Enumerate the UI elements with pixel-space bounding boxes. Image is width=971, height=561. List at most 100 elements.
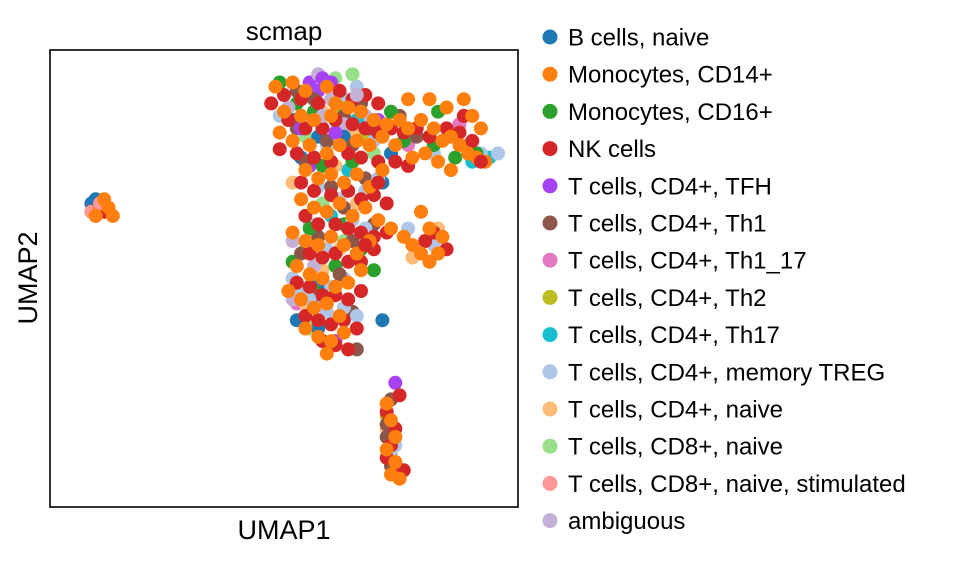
x-axis-label: UMAP1 bbox=[237, 515, 330, 545]
data-point bbox=[289, 146, 304, 161]
data-point bbox=[341, 100, 356, 115]
data-point bbox=[426, 121, 441, 136]
scatter-points bbox=[84, 67, 505, 486]
data-point bbox=[345, 67, 360, 82]
data-point bbox=[345, 208, 360, 223]
data-point bbox=[341, 221, 356, 236]
data-point bbox=[388, 455, 403, 469]
data-point bbox=[298, 163, 313, 178]
data-point bbox=[443, 129, 458, 144]
data-point bbox=[311, 313, 326, 328]
data-point bbox=[294, 175, 309, 190]
data-point bbox=[491, 146, 505, 161]
legend-marker bbox=[542, 141, 558, 157]
data-point bbox=[272, 125, 287, 140]
data-point bbox=[336, 175, 351, 190]
legend-label: T cells, CD4+, Th17 bbox=[568, 322, 780, 349]
legend-marker bbox=[542, 215, 558, 231]
legend-entry: T cells, CD4+, Th1_17 bbox=[542, 248, 807, 275]
data-point bbox=[319, 204, 334, 219]
data-point bbox=[473, 154, 488, 169]
legend-marker bbox=[542, 103, 558, 119]
data-point bbox=[354, 225, 368, 240]
legend-marker bbox=[542, 29, 558, 45]
data-point bbox=[328, 217, 343, 232]
data-point bbox=[319, 146, 334, 161]
legend: B cells, naive Monocytes, CD14+ Monocytes,… bbox=[542, 25, 906, 535]
data-point bbox=[388, 138, 403, 153]
axes-frame bbox=[49, 49, 519, 508]
data-point bbox=[88, 208, 103, 223]
legend-label: T cells, CD4+, Th1_17 bbox=[568, 248, 807, 275]
data-point bbox=[319, 346, 334, 361]
data-point bbox=[473, 121, 488, 136]
data-point bbox=[379, 196, 394, 211]
data-point bbox=[418, 146, 433, 161]
data-point bbox=[332, 138, 347, 153]
data-point bbox=[392, 388, 407, 403]
data-point bbox=[401, 92, 416, 107]
data-point bbox=[341, 342, 356, 357]
data-point bbox=[349, 309, 364, 323]
data-point bbox=[349, 167, 364, 182]
legend-entry: T cells, CD8+, naive bbox=[542, 434, 783, 461]
data-point bbox=[354, 104, 368, 119]
data-point bbox=[328, 96, 343, 111]
data-point bbox=[315, 121, 330, 136]
data-point bbox=[311, 329, 326, 344]
data-point bbox=[371, 213, 386, 228]
data-point bbox=[354, 263, 368, 278]
data-point bbox=[405, 150, 420, 165]
legend-marker bbox=[542, 438, 558, 454]
data-point bbox=[379, 117, 394, 132]
data-point bbox=[324, 334, 339, 349]
legend-entry: NK cells bbox=[542, 136, 656, 163]
data-point bbox=[396, 229, 411, 244]
legend-label: T cells, CD4+, naive bbox=[568, 397, 783, 424]
legend-label: T cells, CD8+, naive bbox=[568, 434, 783, 461]
data-point bbox=[277, 104, 291, 119]
legend-entry: T cells, CD8+, naive, stimulated bbox=[542, 471, 906, 498]
data-point bbox=[341, 254, 356, 269]
data-point bbox=[281, 284, 296, 298]
data-point bbox=[375, 129, 390, 144]
data-point bbox=[332, 309, 347, 323]
legend-entry: T cells, CD4+, Th1 bbox=[542, 211, 767, 238]
data-point bbox=[285, 225, 300, 240]
data-point bbox=[384, 104, 398, 119]
legend-entry: Monocytes, CD14+ bbox=[542, 62, 773, 89]
legend-label: Monocytes, CD14+ bbox=[568, 62, 773, 89]
data-point bbox=[277, 88, 291, 102]
data-point bbox=[414, 204, 428, 219]
data-point bbox=[439, 100, 454, 115]
data-point bbox=[307, 200, 321, 215]
data-point bbox=[319, 133, 334, 148]
legend-label: T cells, CD4+, Th1 bbox=[568, 211, 767, 238]
data-point bbox=[315, 271, 330, 286]
data-point bbox=[366, 113, 381, 127]
data-point bbox=[105, 208, 120, 223]
data-point bbox=[311, 171, 326, 186]
data-point bbox=[336, 325, 351, 340]
data-point bbox=[285, 133, 300, 148]
legend-marker bbox=[542, 178, 558, 194]
data-point bbox=[422, 221, 437, 236]
data-point bbox=[384, 221, 398, 236]
data-point bbox=[324, 167, 339, 182]
data-point bbox=[268, 79, 283, 94]
data-point bbox=[294, 292, 309, 307]
data-point bbox=[285, 75, 300, 90]
data-point bbox=[302, 138, 317, 153]
plot-area bbox=[49, 49, 519, 508]
data-point bbox=[431, 246, 446, 261]
data-point bbox=[388, 375, 403, 390]
data-point bbox=[358, 200, 373, 215]
data-point bbox=[414, 113, 428, 127]
data-point bbox=[371, 175, 386, 190]
legend-entry: ambiguous bbox=[542, 508, 685, 535]
legend-marker bbox=[542, 327, 558, 343]
data-point bbox=[336, 238, 351, 253]
legend-marker bbox=[542, 401, 558, 417]
data-point bbox=[298, 309, 313, 323]
